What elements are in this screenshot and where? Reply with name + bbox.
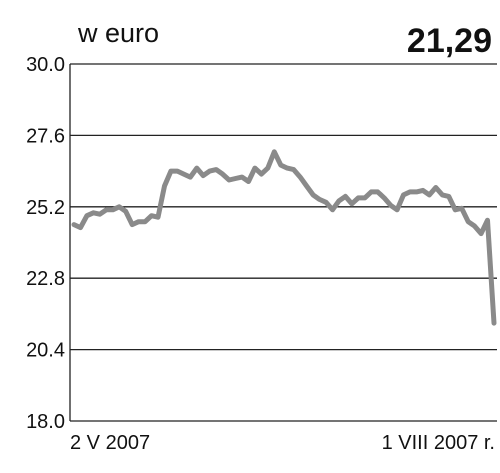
gridlines: 30.0 27.6 25.2 22.8 20.4 18.0: [26, 54, 497, 433]
last-value: 21,29: [406, 22, 492, 60]
x-end-label: 1 VIII 2007 r.: [382, 432, 495, 454]
y-tick-label: 25.2: [26, 197, 65, 219]
price-line: [71, 149, 497, 326]
y-tick-label: 20.4: [26, 340, 65, 362]
x-start-label: 2 V 2007: [70, 432, 150, 454]
unit-label: w euro: [78, 18, 160, 48]
y-tick-label: 18.0: [26, 411, 65, 433]
y-tick-label: 27.6: [26, 125, 65, 147]
y-tick-label: 30.0: [26, 54, 65, 76]
y-tick-label: 22.8: [26, 268, 65, 290]
